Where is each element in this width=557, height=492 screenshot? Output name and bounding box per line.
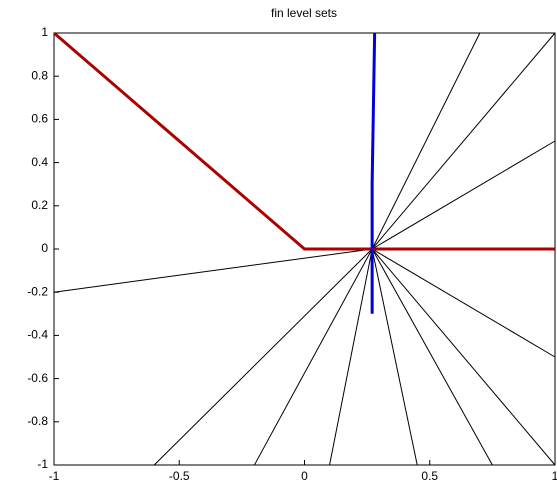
y-tick-label: 0 — [41, 241, 48, 255]
level-line — [371, 248, 556, 466]
y-tick-label: -0.4 — [27, 328, 48, 342]
x-tick-label: -1 — [49, 469, 60, 483]
level-line — [153, 248, 373, 466]
x-tick-label: -0.5 — [169, 469, 190, 483]
y-tick-label: 0.6 — [31, 112, 48, 126]
level-line — [53, 31, 555, 251]
level-line — [253, 248, 373, 466]
y-tick-label: -0.2 — [27, 284, 48, 298]
y-tick-label: 0.2 — [31, 198, 48, 212]
y-tick-label: -0.8 — [27, 414, 48, 428]
y-tick-label: -0.6 — [27, 371, 48, 385]
level-line — [371, 248, 493, 466]
x-tick-label: 1 — [552, 469, 557, 483]
y-tick-label: 1 — [41, 25, 48, 39]
y-tick-label: 0.4 — [31, 155, 48, 169]
level-line — [371, 248, 556, 358]
level-line — [370, 32, 377, 314]
level-line — [53, 248, 373, 293]
level-line — [371, 140, 556, 250]
level-line — [329, 248, 373, 466]
y-tick-label: -1 — [37, 457, 48, 471]
chart-title: fin level sets — [271, 6, 337, 20]
y-tick-label: 0.8 — [31, 68, 48, 82]
x-tick-label: 0 — [301, 469, 308, 483]
x-tick-label: 0.5 — [421, 469, 438, 483]
level-line — [371, 32, 481, 250]
level-line — [371, 248, 418, 466]
level-line — [371, 32, 556, 250]
